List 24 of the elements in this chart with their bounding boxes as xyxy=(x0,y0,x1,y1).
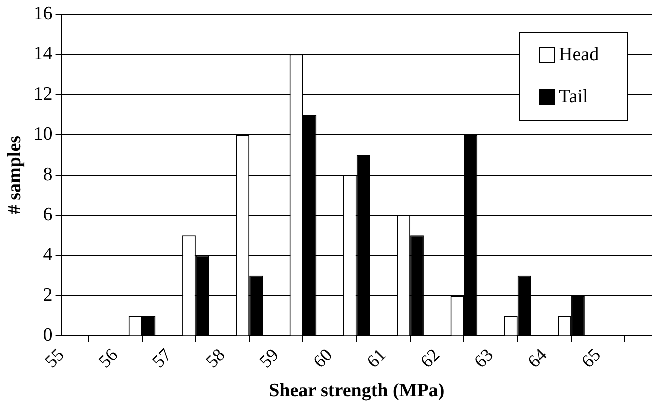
y-tick-label: 16 xyxy=(34,3,53,24)
x-tick-label: 64 xyxy=(524,344,551,372)
y-tick-label: 14 xyxy=(34,44,54,65)
x-tick-label: 58 xyxy=(202,344,229,372)
x-tick-label: 60 xyxy=(309,344,336,372)
y-tick-label: 12 xyxy=(34,84,53,105)
legend-label: Tail xyxy=(559,86,588,108)
x-tick-label: 65 xyxy=(578,344,605,372)
y-tick-label: 8 xyxy=(43,164,53,186)
y-tick-label: 6 xyxy=(43,204,53,226)
x-axis-title: Shear strength (MPa) xyxy=(269,380,445,402)
x-tick-label: 56 xyxy=(94,344,122,372)
y-tick-label: 0 xyxy=(43,325,53,346)
x-tick-label: 63 xyxy=(470,344,498,372)
y-tick-label: 10 xyxy=(34,124,53,146)
x-tick-label: 62 xyxy=(416,344,444,372)
x-tick-label: 59 xyxy=(256,344,283,372)
y-tick-label: 4 xyxy=(43,244,54,266)
legend-label: Head xyxy=(559,44,600,66)
x-tick-label: 55 xyxy=(41,344,68,372)
y-axis-title: # samples xyxy=(4,136,26,215)
y-tick-label: 2 xyxy=(43,284,53,306)
x-tick-label: 57 xyxy=(148,344,176,372)
x-tick-label: 61 xyxy=(363,344,390,372)
